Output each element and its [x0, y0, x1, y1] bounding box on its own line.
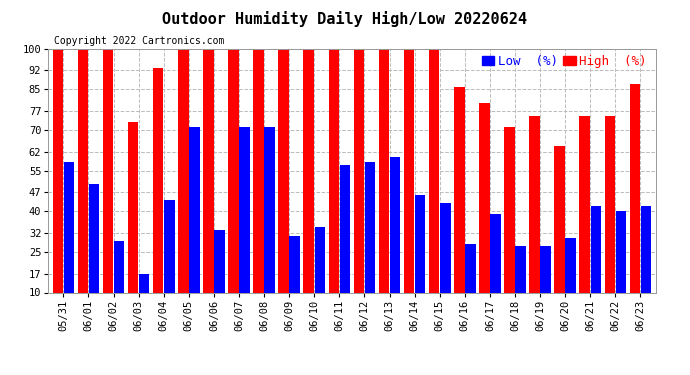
Bar — [103, 49, 113, 320]
Bar — [178, 49, 188, 320]
Bar — [128, 122, 139, 320]
Bar — [440, 203, 451, 320]
Bar — [515, 246, 526, 320]
Bar — [328, 49, 339, 320]
Bar — [465, 244, 475, 320]
Bar — [52, 49, 63, 320]
Bar — [164, 200, 175, 320]
Bar — [404, 49, 415, 320]
Bar — [365, 162, 375, 320]
Bar — [415, 195, 426, 320]
Bar — [591, 206, 601, 320]
Bar — [429, 49, 440, 320]
Bar — [89, 184, 99, 320]
Bar — [565, 238, 576, 320]
Bar — [504, 127, 515, 320]
Bar — [214, 230, 225, 320]
Text: Copyright 2022 Cartronics.com: Copyright 2022 Cartronics.com — [55, 36, 225, 46]
Bar — [189, 127, 199, 320]
Bar — [139, 273, 150, 320]
Bar — [228, 49, 239, 320]
Bar — [554, 146, 565, 320]
Bar — [278, 49, 289, 320]
Bar — [354, 49, 364, 320]
Bar — [529, 117, 540, 320]
Bar — [479, 103, 490, 320]
Bar — [264, 127, 275, 320]
Bar — [379, 49, 389, 320]
Bar — [63, 162, 74, 320]
Bar — [304, 49, 314, 320]
Bar — [615, 211, 626, 320]
Bar — [339, 165, 350, 320]
Bar — [78, 49, 88, 320]
Text: Outdoor Humidity Daily High/Low 20220624: Outdoor Humidity Daily High/Low 20220624 — [163, 11, 527, 27]
Bar — [580, 117, 590, 320]
Bar — [490, 214, 501, 320]
Bar — [641, 206, 651, 320]
Bar — [540, 246, 551, 320]
Bar — [203, 49, 214, 320]
Bar — [390, 157, 400, 320]
Bar — [253, 49, 264, 320]
Bar — [114, 241, 124, 320]
Bar — [604, 117, 615, 320]
Bar — [153, 68, 164, 320]
Bar — [239, 127, 250, 320]
Legend: Low  (%), High  (%): Low (%), High (%) — [480, 53, 649, 70]
Bar — [315, 228, 325, 320]
Bar — [630, 84, 640, 320]
Bar — [289, 236, 300, 320]
Bar — [454, 87, 464, 320]
